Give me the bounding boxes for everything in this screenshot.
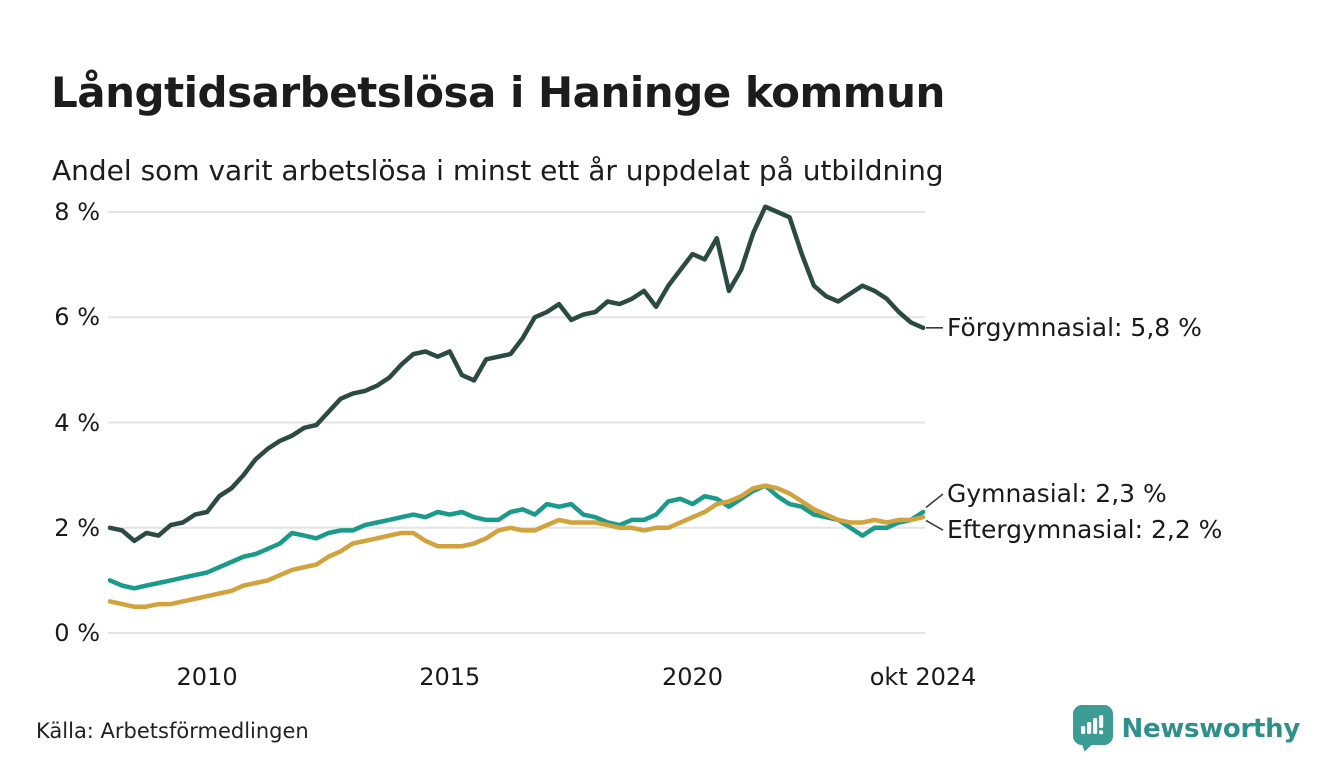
chart-title: Långtidsarbetslösa i Haninge kommun [51,68,945,118]
y-tick-label: 6 % [54,303,100,332]
source-note: Källa: Arbetsförmedlingen [36,719,309,743]
newsworthy-logo: Newsworthy [1072,705,1301,752]
gridlines [108,211,925,634]
series-line-gymnasial [107,483,926,591]
series-end-label-forgymnasial: Förgymnasial: 5,8 % [947,312,1202,342]
series-line-forgymnasial [107,204,926,544]
newsworthy-icon [1072,705,1113,752]
series-end-label-gymnasial: Gymnasial: 2,3 % [947,478,1167,508]
y-tick-label: 2 % [54,513,100,542]
y-tick-label: 8 % [54,198,100,226]
series-line-eftergymnasial [107,483,926,609]
y-tick-label: 0 % [54,619,100,647]
x-tick-label: 2015 [419,663,481,691]
x-tick-label: okt 2024 [869,663,977,691]
y-tick-label: 4 % [54,408,100,437]
label-connectors [925,326,944,531]
chart-subtitle: Andel som varit arbetslösa i minst ett å… [52,154,944,187]
x-tick-label: 2020 [661,663,724,691]
series-end-label-eftergymnasial: Eftergymnasial: 2,2 % [947,515,1223,545]
label-connector-eftergymnasial [925,519,944,531]
x-tick-label: 2010 [176,663,238,691]
newsworthy-wordmark: Newsworthy [1121,713,1301,744]
series-lines [107,204,926,609]
label-connector-gymnasial [925,493,944,509]
